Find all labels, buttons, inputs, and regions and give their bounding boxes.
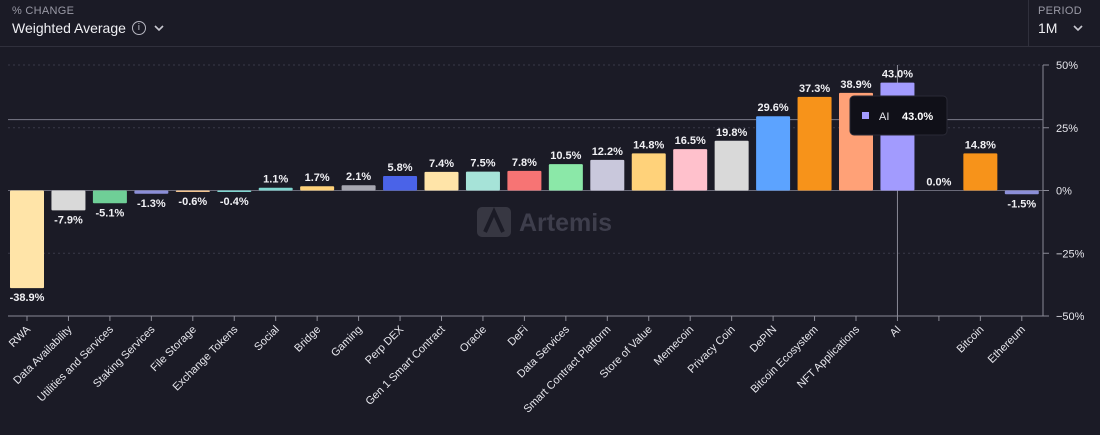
data-label: 16.5%: [675, 135, 706, 147]
y-tick-label: 25%: [1056, 123, 1078, 135]
data-label: 1.1%: [263, 174, 288, 186]
data-label: 7.4%: [429, 158, 454, 170]
bar: [92, 190, 127, 204]
chevron-down-icon[interactable]: [152, 21, 166, 35]
info-icon[interactable]: i: [131, 21, 146, 35]
bar: [300, 186, 335, 191]
bar: [424, 171, 459, 191]
x-tick-label: RWA: [7, 323, 34, 350]
data-label: -5.1%: [96, 207, 125, 219]
x-tick-label: Social: [252, 324, 282, 354]
top-bar: % CHANGE Weighted Average i PERIOD 1M: [0, 0, 1100, 47]
data-label: 14.8%: [633, 139, 664, 151]
bar: [1004, 190, 1039, 195]
x-tick-label: Bitcoin: [955, 324, 987, 356]
data-label: 37.3%: [799, 83, 830, 95]
metric-value: Weighted Average: [12, 20, 126, 36]
watermark-text: Artemis: [519, 209, 612, 237]
x-tick-label: Utilities and Services: [35, 323, 116, 404]
data-label: -1.3%: [137, 198, 166, 210]
bar: [631, 153, 666, 191]
data-label: 14.8%: [965, 139, 996, 151]
y-tick-label: 50%: [1056, 60, 1078, 72]
x-tick-label: Gaming: [329, 324, 365, 360]
bar: [963, 153, 998, 191]
bar: [383, 175, 418, 191]
y-tick-label: −25%: [1056, 248, 1085, 260]
y-tick-label: 0%: [1056, 186, 1072, 198]
x-tick-label: AI: [888, 324, 904, 340]
data-label: 19.8%: [716, 127, 747, 139]
data-label: 10.5%: [550, 150, 581, 162]
x-tick-label: DeFi: [506, 324, 531, 349]
data-label: 2.1%: [346, 171, 371, 183]
bar: [217, 190, 252, 192]
data-label: 7.8%: [512, 157, 537, 169]
data-label: 7.5%: [470, 158, 495, 170]
data-label: 5.8%: [388, 162, 413, 174]
period-label: PERIOD: [1038, 5, 1082, 17]
data-label: -0.4%: [220, 196, 249, 208]
y-tick-label: −50%: [1056, 311, 1085, 323]
bar: [548, 164, 583, 191]
metric-selector[interactable]: % CHANGE Weighted Average i: [12, 5, 166, 36]
x-tick-label: DePIN: [748, 324, 779, 355]
bar: [590, 159, 625, 191]
bar: [51, 190, 86, 211]
bar-chart: 50%25%0%−25%−50%Artemis-38.9%RWA-7.9%Dat…: [7, 60, 1085, 416]
data-label: 1.7%: [305, 172, 330, 184]
x-tick-label: Perp DEX: [363, 323, 407, 367]
x-tick-label: Memecoin: [652, 324, 696, 368]
x-tick-label: Bridge: [292, 324, 323, 355]
tooltip-box: [849, 95, 948, 136]
x-tick-label: Gen 1 Smart Contract: [363, 324, 447, 408]
x-tick-label: Oracle: [458, 324, 489, 355]
bar: [258, 187, 293, 191]
bar: [714, 140, 749, 191]
bar: [175, 190, 210, 193]
period-value: 1M: [1038, 20, 1058, 36]
watermark: [477, 207, 511, 237]
data-label: 43.0%: [882, 69, 913, 81]
data-label: 12.2%: [592, 146, 623, 158]
bar: [797, 96, 832, 191]
tooltip-value: 43.0%: [902, 111, 933, 123]
tooltip-swatch: [862, 112, 869, 119]
period-selector[interactable]: PERIOD 1M: [1028, 0, 1100, 46]
data-label: -0.6%: [178, 196, 207, 208]
bar: [756, 116, 791, 191]
data-label: -1.5%: [1007, 198, 1036, 210]
data-label: -38.9%: [10, 292, 45, 304]
bar: [341, 185, 376, 191]
data-label: 0.0%: [926, 177, 951, 189]
data-label: 38.9%: [840, 79, 871, 91]
bar: [465, 171, 500, 191]
bar: [134, 190, 169, 194]
x-tick-label: Ethereum: [986, 324, 1028, 366]
bar: [673, 149, 708, 191]
bar: [507, 170, 542, 191]
tooltip-category: AI: [879, 111, 889, 123]
data-label: -7.9%: [54, 214, 83, 226]
bar: [10, 190, 44, 289]
metric-label: % CHANGE: [12, 5, 75, 17]
chevron-down-icon[interactable]: [1071, 21, 1085, 35]
data-label: 29.6%: [757, 102, 788, 114]
